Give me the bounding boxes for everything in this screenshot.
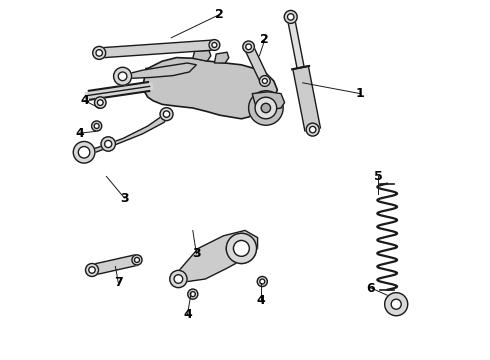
Circle shape (94, 123, 99, 129)
Polygon shape (215, 52, 229, 63)
Circle shape (132, 255, 142, 265)
Text: 5: 5 (374, 170, 383, 183)
Circle shape (226, 233, 257, 264)
Circle shape (78, 147, 90, 158)
Polygon shape (287, 16, 304, 68)
Circle shape (248, 91, 283, 125)
Circle shape (391, 299, 401, 309)
Circle shape (260, 279, 265, 284)
Circle shape (160, 108, 173, 121)
Polygon shape (99, 40, 215, 58)
Polygon shape (252, 92, 285, 110)
Circle shape (233, 240, 249, 256)
Circle shape (89, 267, 95, 273)
Text: 2: 2 (216, 8, 224, 21)
Polygon shape (193, 50, 211, 61)
Circle shape (86, 264, 98, 276)
Circle shape (96, 50, 102, 56)
Circle shape (212, 42, 217, 48)
Circle shape (310, 126, 316, 133)
Circle shape (170, 270, 187, 288)
Circle shape (257, 276, 268, 287)
Circle shape (255, 97, 277, 119)
Circle shape (98, 100, 103, 105)
Circle shape (101, 137, 116, 151)
Circle shape (284, 10, 297, 23)
Circle shape (288, 14, 294, 20)
Circle shape (92, 121, 102, 131)
Circle shape (243, 41, 254, 53)
Polygon shape (143, 58, 277, 119)
Circle shape (104, 140, 112, 148)
Circle shape (74, 141, 95, 163)
Polygon shape (82, 113, 170, 154)
Circle shape (188, 289, 198, 299)
Polygon shape (117, 63, 196, 78)
Text: 4: 4 (75, 127, 84, 140)
Circle shape (114, 67, 132, 85)
Circle shape (95, 97, 106, 108)
Circle shape (226, 233, 257, 264)
Text: 4: 4 (257, 294, 266, 307)
Text: 2: 2 (260, 33, 269, 46)
Circle shape (209, 40, 220, 50)
Circle shape (259, 76, 270, 86)
Text: 3: 3 (192, 247, 201, 260)
Polygon shape (245, 45, 269, 83)
Circle shape (93, 46, 106, 59)
Polygon shape (175, 230, 258, 283)
Circle shape (190, 292, 196, 297)
Text: 3: 3 (120, 192, 129, 204)
Circle shape (163, 111, 170, 117)
Text: 7: 7 (114, 276, 122, 289)
Circle shape (118, 72, 127, 81)
Text: 4: 4 (80, 94, 89, 107)
Polygon shape (91, 255, 138, 275)
Circle shape (306, 123, 319, 136)
Text: 1: 1 (356, 87, 365, 100)
Text: 4: 4 (183, 309, 192, 321)
Circle shape (262, 78, 268, 84)
Circle shape (385, 293, 408, 316)
Circle shape (134, 257, 140, 262)
Circle shape (245, 44, 251, 50)
Circle shape (174, 275, 183, 283)
Circle shape (233, 240, 249, 256)
Polygon shape (293, 66, 320, 131)
Text: 6: 6 (367, 282, 375, 294)
Circle shape (261, 103, 270, 113)
